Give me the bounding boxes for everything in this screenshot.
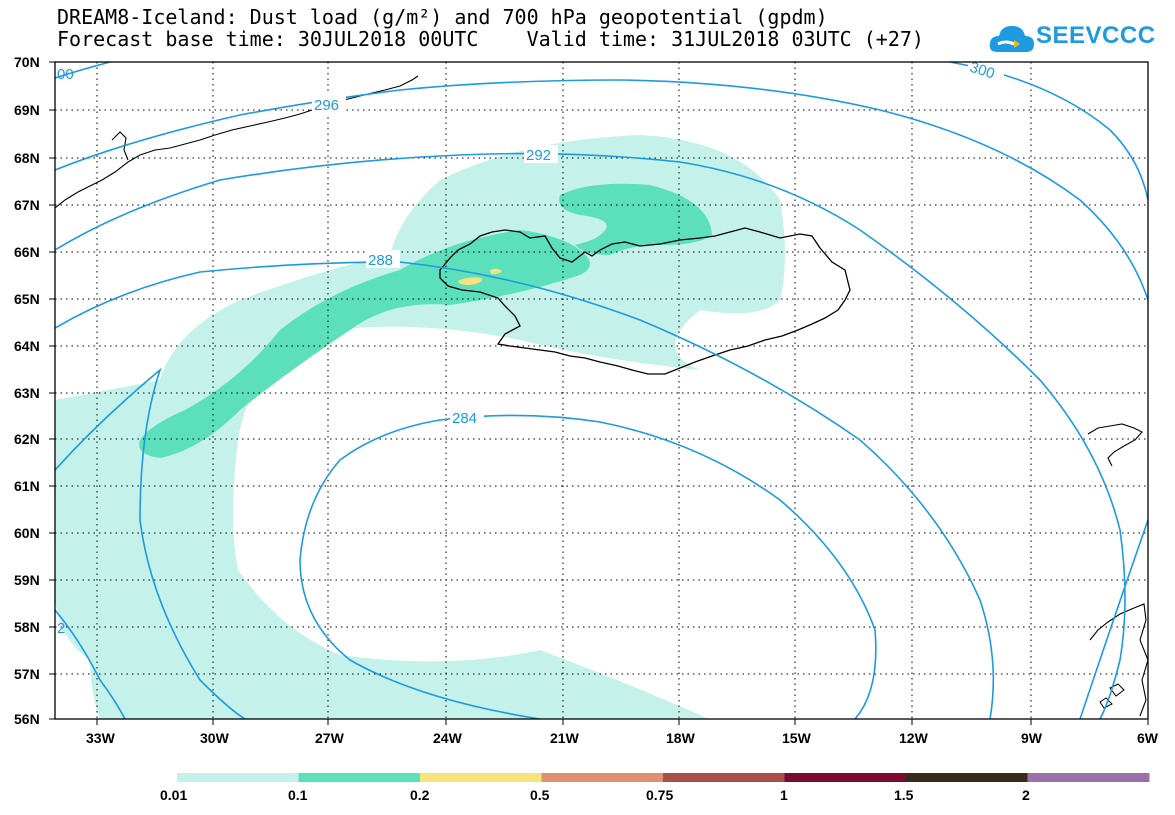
lon-label: 24W	[433, 730, 463, 746]
contour-292	[55, 152, 1126, 719]
contour-label-292: 292	[526, 147, 551, 164]
scotland-coastline	[1089, 603, 1148, 717]
colorbar-label: 0.75	[646, 787, 673, 803]
contour-296	[55, 79, 1148, 301]
contour-label-00: 00	[57, 66, 74, 83]
lat-label: 65N	[14, 291, 40, 307]
longitude-labels: 33W 30W 27W 24W 21W 18W 15W 12W 9W 6W	[86, 730, 1159, 746]
tick-marks	[49, 61, 1149, 725]
greenland-coastline	[55, 75, 419, 209]
contour-labels: 296 292 288 284 300 00 2	[57, 62, 1004, 637]
lon-label: 18W	[666, 730, 696, 746]
colorbar-swatch	[177, 773, 299, 782]
colorbar-swatch	[784, 773, 907, 782]
colorbar-label: 0.2	[410, 787, 430, 803]
lat-label: 57N	[14, 666, 40, 682]
lon-label: 27W	[315, 730, 345, 746]
lon-label: 12W	[899, 730, 929, 746]
lat-label: 60N	[14, 525, 40, 541]
colorbar-label: 1	[780, 787, 788, 803]
map-subtitle-times: Forecast base time: 30JUL2018 00UTC Vali…	[57, 27, 924, 51]
contour-292-left	[55, 367, 246, 719]
logo-text: SEEVCCC	[1036, 22, 1156, 49]
contour-left-bottom	[55, 609, 126, 719]
colorbar-label: 2	[1022, 787, 1030, 803]
dust-area-0.1	[139, 230, 590, 458]
faroe-coastline	[1087, 423, 1143, 467]
lat-label: 59N	[14, 572, 40, 588]
lat-label: 62N	[14, 431, 40, 447]
lon-label: 33W	[86, 730, 116, 746]
lat-label: 61N	[14, 478, 40, 494]
colorbar-label: 0.1	[288, 787, 308, 803]
lon-label: 30W	[200, 730, 230, 746]
colorbar-labels: 0.01 0.1 0.2 0.5 0.75 1 1.5 2	[160, 787, 1030, 803]
contour-right-bottom	[1079, 519, 1148, 719]
dust-area-0.01	[55, 135, 785, 719]
colorbar-label: 1.5	[894, 787, 914, 803]
latitude-labels: 70N 69N 68N 67N 66N 65N 64N 63N 62N 61N …	[14, 54, 40, 727]
colorbar-swatch	[663, 773, 785, 782]
dust-area-0.1	[559, 183, 712, 255]
contour-288	[55, 261, 995, 719]
lat-label: 67N	[14, 197, 40, 213]
geopotential-contours	[55, 62, 1148, 719]
lon-label: 21W	[550, 730, 580, 746]
dust-area-0.2	[490, 268, 502, 275]
lon-label: 9W	[1021, 730, 1043, 746]
contour-300-left	[55, 62, 111, 79]
colorbar-swatch	[298, 773, 421, 782]
lat-label: 63N	[14, 385, 40, 401]
iceland-coastline	[439, 227, 851, 375]
gridlines	[55, 62, 1148, 719]
dust-area-0.2	[458, 277, 483, 285]
lat-label: 58N	[14, 619, 40, 635]
cloud-icon	[989, 26, 1034, 52]
colorbar-label: 0.5	[530, 787, 550, 803]
lat-label: 56N	[14, 711, 40, 727]
contour-label-2: 2	[57, 620, 65, 637]
contour-284	[299, 414, 877, 719]
lat-label: 64N	[14, 338, 40, 354]
lat-label: 69N	[14, 102, 40, 118]
map-title: DREAM8-Iceland: Dust load (g/m²) and 700…	[57, 5, 828, 29]
colorbar-swatch	[906, 773, 1028, 782]
contour-label-284: 284	[452, 410, 477, 427]
contour-label-296: 296	[314, 97, 339, 114]
colorbar-swatch	[1027, 773, 1150, 782]
lat-label: 66N	[14, 244, 40, 260]
seevccc-logo: SEEVCCC	[988, 18, 1155, 58]
colorbar-label: 0.01	[160, 787, 187, 803]
lon-label: 15W	[782, 730, 812, 746]
colorbar-swatch	[420, 773, 542, 782]
lat-label: 70N	[14, 54, 40, 70]
colorbar-swatch	[541, 773, 664, 782]
map-frame	[54, 61, 1149, 720]
lon-label: 6W	[1137, 730, 1159, 746]
contour-label-288: 288	[368, 252, 393, 269]
lat-label: 68N	[14, 150, 40, 166]
colorbar	[177, 773, 1150, 782]
